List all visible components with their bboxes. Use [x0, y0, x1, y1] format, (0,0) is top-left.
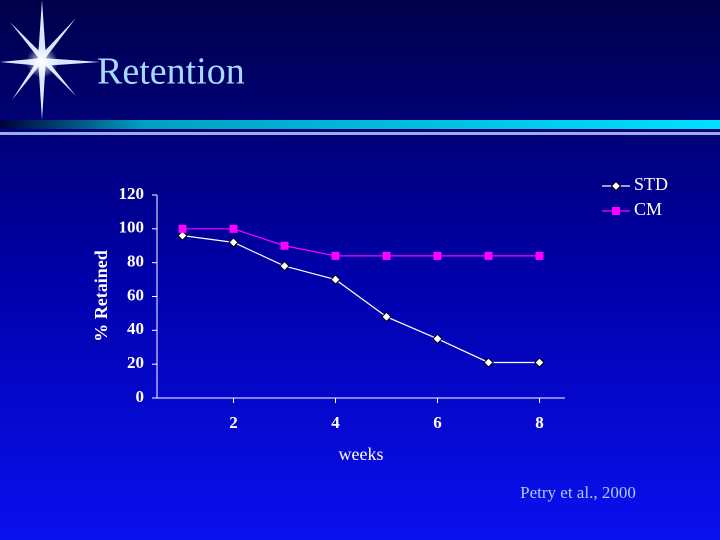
title-rule-thin: [0, 132, 720, 135]
legend-label: STD: [634, 174, 668, 194]
starburst: [0, 0, 100, 120]
series-line: [182, 235, 540, 364]
x-tick-label: 4: [331, 413, 340, 432]
legend-label: CM: [634, 199, 662, 219]
x-tick-label: 2: [229, 413, 238, 432]
data-point: [229, 224, 238, 233]
data-point: [280, 241, 289, 250]
legend-marker: [612, 207, 620, 215]
data-point: [331, 251, 340, 260]
x-tick-label: 8: [535, 413, 544, 432]
data-point: [228, 237, 239, 248]
data-point: [534, 357, 545, 368]
data-point: [178, 224, 187, 233]
data-point: [381, 311, 392, 323]
data-point: [330, 274, 341, 285]
data-point: [382, 251, 391, 260]
legend-marker: [610, 180, 622, 192]
y-tick-label: 100: [119, 218, 145, 237]
title-rule: [0, 120, 720, 129]
y-tick-label: 120: [119, 184, 145, 203]
y-axis-label: % Retained: [91, 250, 111, 342]
y-tick-label: 60: [127, 285, 144, 304]
y-tick-label: 40: [127, 319, 144, 338]
slide-title: Retention: [97, 51, 245, 93]
y-tick-label: 20: [127, 353, 144, 372]
x-tick-label: 6: [433, 413, 442, 432]
data-point: [484, 251, 493, 260]
citation: Petry et al., 2000: [520, 483, 636, 502]
data-point: [432, 333, 443, 344]
y-tick-label: 0: [136, 387, 145, 406]
y-tick-label: 80: [127, 252, 144, 271]
data-point: [483, 357, 494, 368]
data-point: [433, 251, 442, 260]
data-point: [279, 260, 290, 272]
data-point: [535, 251, 544, 260]
data-point: [177, 230, 188, 241]
x-axis-label: weeks: [339, 444, 384, 464]
series-line: [182, 228, 540, 257]
